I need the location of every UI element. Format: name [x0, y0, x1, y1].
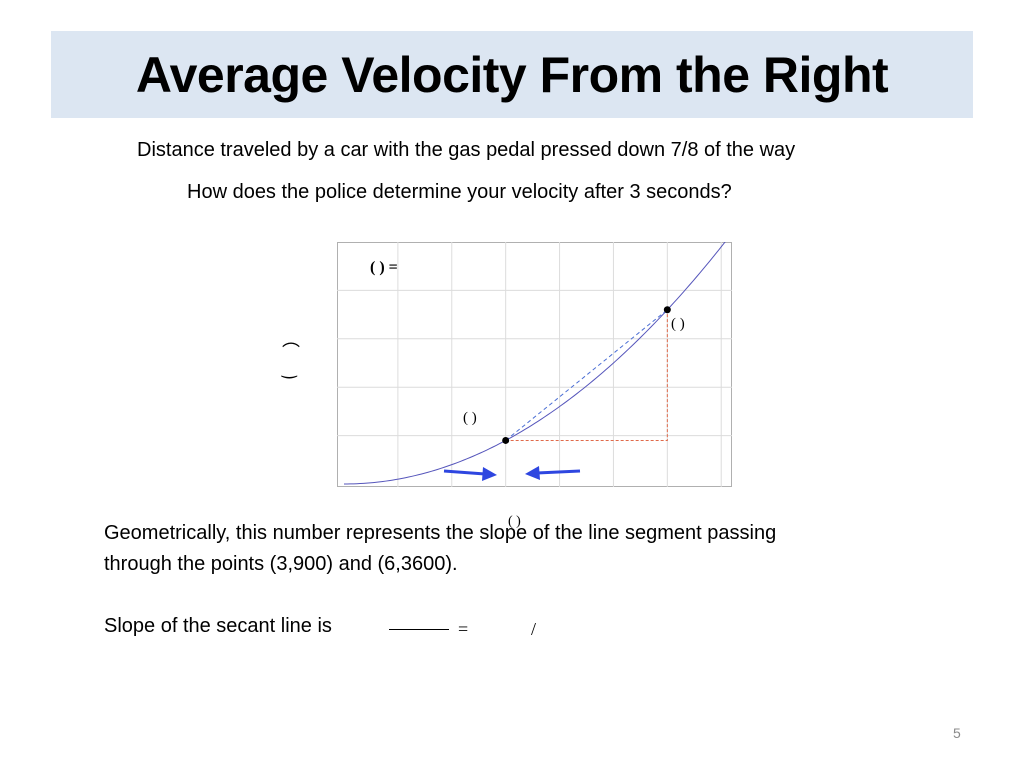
subtitle-question: How does the police determine your veloc…	[187, 181, 732, 203]
distance-chart: ( ) = ( ) ( )	[337, 232, 733, 487]
slide-title: Average Velocity From the Right	[135, 46, 889, 103]
arrow-right	[443, 467, 497, 481]
geometric-explanation-line-1: Geometrically, this number represents th…	[104, 522, 777, 544]
point-6-3600	[663, 306, 671, 314]
slope-label: Slope of the secant line is	[104, 615, 332, 637]
chart-frame	[337, 242, 732, 487]
point-3-900	[502, 436, 510, 444]
lower-point-label: ( )	[463, 410, 477, 426]
geometric-explanation-line-2: through the points (3,900) and (6,3600).	[104, 553, 458, 575]
slope-slash: /	[531, 619, 537, 639]
function-label: ( ) =	[370, 259, 398, 276]
page-number: 5	[953, 725, 961, 741]
rise-run-guide	[505, 309, 668, 441]
grid-layer	[337, 242, 732, 487]
arrow-left	[525, 466, 581, 480]
chart-svg	[337, 232, 733, 487]
slope-equals: =	[458, 619, 469, 639]
title-bar: Average Velocity From the Right	[51, 31, 973, 118]
subtitle-distance: Distance traveled by a car with the gas …	[137, 139, 796, 161]
y-axis-glyph-top: ⌒	[282, 342, 300, 362]
fraction-bar	[389, 629, 449, 630]
upper-point-label: ( )	[671, 316, 685, 332]
y-axis-glyph-bottom: ‿	[282, 358, 297, 378]
below-chart-parens: ( )	[508, 514, 521, 529]
